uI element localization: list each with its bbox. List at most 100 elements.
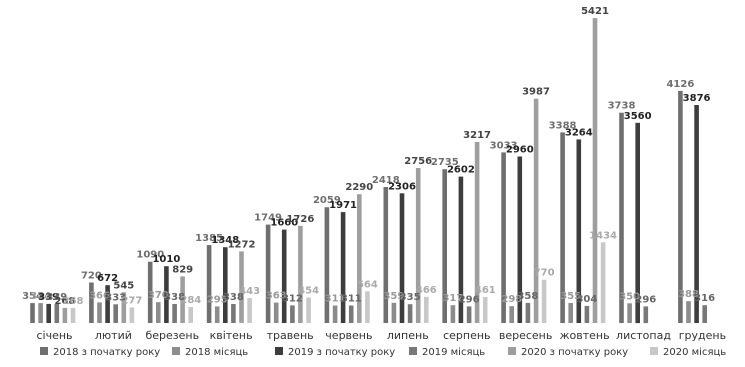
bar-5-6: [424, 296, 429, 323]
data-label-2-10: 3560: [624, 111, 652, 122]
data-label-4-0: 268: [54, 296, 75, 307]
bar-2-11: [694, 105, 699, 323]
data-label-1-6: 359: [383, 291, 404, 302]
data-label-2-5: 1971: [329, 200, 357, 211]
data-label-3-5: 311: [341, 294, 362, 305]
data-label-0-8: 3033: [490, 140, 518, 151]
x-tick-label-4: травень: [267, 329, 314, 342]
data-label-5-6: 466: [416, 285, 437, 296]
bar-3-2: [172, 304, 177, 323]
data-label-3-3: 338: [223, 292, 244, 303]
x-tick-label-1: лютий: [95, 329, 132, 342]
data-label-5-1: 277: [121, 295, 142, 306]
data-label-5-7: 461: [475, 285, 496, 296]
bar-0-2: [147, 261, 153, 323]
bar-1-2: [156, 302, 161, 323]
bar-4-3: [239, 251, 244, 323]
bar-0-9: [560, 132, 565, 323]
data-label-1-7: 317: [442, 293, 463, 304]
x-tick-label-0: січень: [36, 329, 72, 342]
legend-swatch-1: [172, 347, 180, 355]
bar-3-1: [113, 304, 118, 323]
x-tick-label-8: вересень: [499, 329, 553, 342]
data-labels-layer: 3543543393392682687203666723335452771090…: [22, 6, 715, 307]
data-label-5-8: 770: [534, 268, 555, 279]
x-tick-label-7: серпень: [443, 329, 490, 342]
bar-5-0: [70, 307, 76, 323]
data-label-5-5: 564: [357, 279, 378, 290]
bar-1-4: [273, 302, 279, 323]
bar-2-7: [458, 176, 464, 323]
bar-4-0: [62, 307, 68, 323]
bar-1-7: [450, 305, 456, 323]
bar-1-5: [332, 305, 338, 323]
data-label-5-4: 454: [298, 286, 319, 297]
bar-2-1: [105, 285, 110, 323]
legend: 2018 з початку року 2018 місяць 2019 з поч…: [40, 346, 726, 358]
data-label-4-9: 5421: [581, 6, 609, 17]
legend-swatch-4: [508, 347, 516, 355]
data-label-2-2: 1010: [152, 254, 180, 265]
data-label-1-1: 366: [89, 290, 110, 301]
x-tick-label-3: квітень: [210, 329, 253, 342]
data-label-3-10: 296: [635, 294, 656, 305]
data-label-2-9: 3264: [565, 127, 593, 138]
data-label-2-8: 2960: [506, 145, 534, 156]
bar-1-8: [509, 306, 514, 323]
bar-1-6: [391, 302, 397, 323]
bar-4-1: [121, 292, 127, 323]
bar-0-7: [442, 169, 447, 323]
data-label-0-3: 1385: [195, 233, 223, 244]
data-label-0-1: 720: [81, 271, 102, 282]
x-tick-label-9: жовтень: [560, 329, 610, 342]
x-tick-label-10: листопад: [616, 329, 671, 342]
data-label-0-11: 4126: [666, 79, 694, 90]
bar-0-3: [206, 245, 212, 323]
data-label-2-11: 3876: [683, 93, 711, 104]
data-label-2-4: 1660: [270, 218, 298, 229]
data-label-0-2: 1090: [136, 250, 164, 261]
data-label-1-8: 298: [501, 294, 522, 305]
bar-4-4: [298, 225, 303, 323]
x-tick-label-2: березень: [146, 329, 200, 342]
bar-3-7: [466, 306, 472, 324]
data-label-2-7: 2602: [447, 165, 475, 176]
data-label-1-9: 355: [560, 291, 581, 302]
data-label-5-3: 443: [239, 286, 260, 297]
bar-2-6: [399, 193, 405, 323]
data-label-0-6: 2418: [372, 175, 400, 186]
data-label-2-1: 672: [97, 273, 118, 284]
bar-2-5: [340, 212, 346, 323]
data-label-3-6: 335: [400, 292, 421, 303]
data-label-0-7: 2735: [431, 157, 459, 168]
bar-2-8: [517, 156, 523, 323]
data-label-4-8: 3987: [522, 87, 550, 98]
bar-1-10: [627, 303, 632, 323]
data-label-1-10: 350: [619, 291, 640, 302]
bar-2-2: [164, 266, 169, 323]
data-label-1-5: 311: [325, 294, 346, 305]
data-label-4-2: 829: [172, 264, 193, 275]
bar-2-4: [281, 229, 287, 323]
legend-label-4: 2020 з початку року: [521, 347, 628, 358]
legend-label-0: 2018 з початку року: [53, 347, 160, 358]
bar-0-8: [501, 152, 506, 323]
bar-5-3: [247, 298, 252, 323]
bar-0-5: [324, 207, 330, 323]
bar-5-1: [129, 307, 135, 323]
data-label-0-0: 354: [22, 291, 43, 302]
bar-0-6: [383, 187, 389, 323]
data-label-3-2: 338: [164, 292, 185, 303]
x-tick-label-5: червень: [325, 329, 372, 342]
bar-5-5: [365, 291, 370, 323]
legend-swatch-0: [40, 347, 48, 355]
bar-5-9: [600, 242, 606, 323]
bar-4-6: [415, 168, 421, 323]
data-label-2-0: 339: [38, 292, 59, 303]
legend-swatch-3: [409, 347, 417, 355]
legend-label-3: 2019 місяць: [422, 346, 485, 358]
data-label-2-6: 2306: [388, 181, 416, 192]
data-label-0-4: 1749: [254, 213, 282, 224]
data-label-2-3: 1348: [211, 235, 239, 246]
